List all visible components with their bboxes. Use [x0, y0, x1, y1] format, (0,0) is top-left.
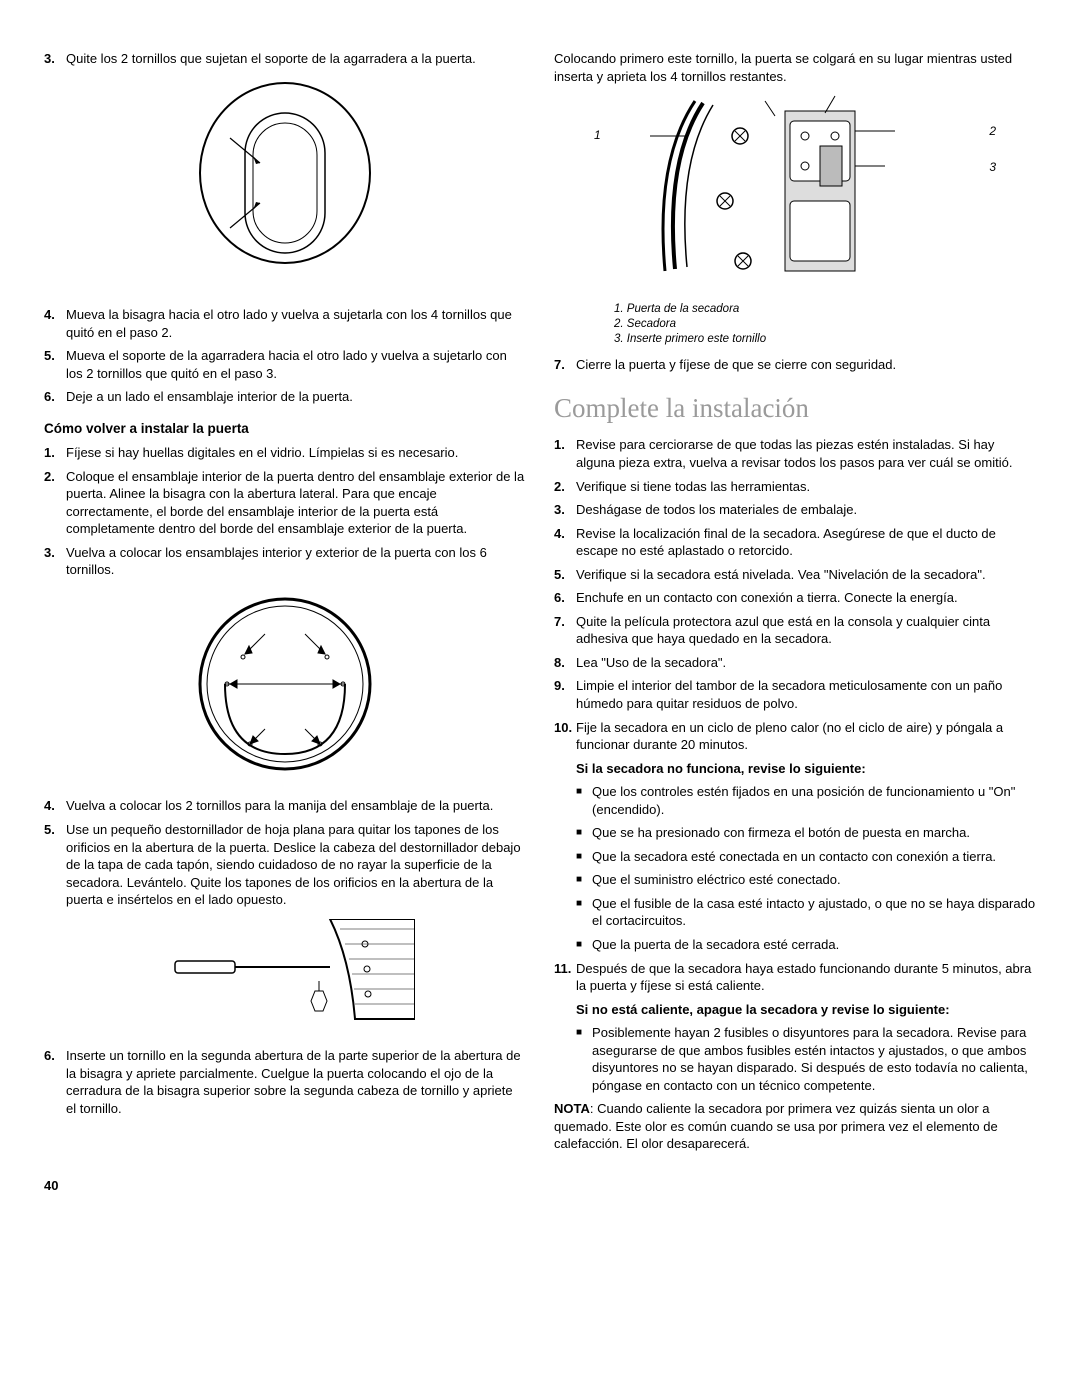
callout-3: 3 [989, 159, 996, 175]
check-heading: Si la secadora no funciona, revise lo si… [576, 760, 1036, 778]
figure-door-inner [44, 78, 526, 293]
list-item: 6.Inserte un tornillo en la segunda aber… [44, 1047, 526, 1117]
list-item: Que la secadora esté conectada en un con… [576, 848, 1036, 866]
list-item: 6.Enchufe en un contacto con conexión a … [554, 589, 1036, 607]
step-list-c: 1.Fíjese si hay huellas digitales en el … [44, 444, 526, 579]
step-7: 7.Cierre la puerta y fíjese de que se ci… [554, 356, 1036, 374]
nota-label: NOTA [554, 1101, 590, 1116]
caption-line: 1. Puerta de la secadora [614, 302, 1036, 317]
list-item: 4.Vuelva a colocar los 2 tornillos para … [44, 797, 526, 815]
left-column: 3. Quite los 2 tornillos que sujetan el … [44, 50, 526, 1153]
list-item: 3.Deshágase de todos los materiales de e… [554, 501, 1036, 519]
list-item: Posiblemente hayan 2 fusibles o disyunto… [576, 1024, 1036, 1094]
intro-text: Colocando primero este tornillo, la puer… [554, 50, 1036, 85]
cold-heading: Si no está caliente, apague la secadora … [576, 1001, 1036, 1019]
cold-check-list: Posiblemente hayan 2 fusibles o disyunto… [576, 1024, 1036, 1094]
figure-screwdriver [44, 919, 526, 1034]
list-item: 4.Mueva la bisagra hacia el otro lado y … [44, 306, 526, 341]
step-list-d: 4.Vuelva a colocar los 2 tornillos para … [44, 797, 526, 908]
list-item: Que el suministro eléctrico esté conecta… [576, 871, 1036, 889]
caption-line: 2. Secadora [614, 317, 1036, 332]
nota-text: : Cuando caliente la secadora por primer… [554, 1101, 998, 1151]
list-item: 11.Después de que la secadora haya estad… [554, 960, 1036, 995]
callout-2: 2 [989, 123, 996, 139]
list-item: Que los controles estén fijados en una p… [576, 783, 1036, 818]
list-item: 1.Fíjese si hay huellas digitales en el … [44, 444, 526, 462]
list-item: 8.Lea "Uso de la secadora". [554, 654, 1036, 672]
step-list-e: 6.Inserte un tornillo en la segunda aber… [44, 1047, 526, 1117]
page-number: 40 [44, 1177, 1036, 1195]
list-item: 3.Vuelva a colocar los ensamblajes inter… [44, 544, 526, 579]
caption-line: 3. Inserte primero este tornillo [614, 332, 1036, 347]
list-item: 7.Cierre la puerta y fíjese de que se ci… [554, 356, 1036, 374]
list-item: 2.Verifique si tiene todas las herramien… [554, 478, 1036, 496]
step-list-b: 4.Mueva la bisagra hacia el otro lado y … [44, 306, 526, 406]
figure-caption: 1. Puerta de la secadora 2. Secadora 3. … [614, 302, 1036, 347]
check-list: Que los controles estén fijados en una p… [576, 783, 1036, 953]
list-item: 6.Deje a un lado el ensamblaje interior … [44, 388, 526, 406]
step-number: 3. [44, 50, 66, 68]
list-item: 10.Fije la secadora en un ciclo de pleno… [554, 719, 1036, 754]
list-item: Que la puerta de la secadora esté cerrad… [576, 936, 1036, 954]
callout-1: 1 [594, 127, 601, 143]
list-item: 9.Limpie el interior del tambor de la se… [554, 677, 1036, 712]
list-item: 5.Mueva el soporte de la agarradera haci… [44, 347, 526, 382]
list-item: 3. Quite los 2 tornillos que sujetan el … [44, 50, 526, 68]
subheading-reinstall: Cómo volver a instalar la puerta [44, 420, 526, 438]
step-list-a: 3. Quite los 2 tornillos que sujetan el … [44, 50, 526, 68]
list-item: 5.Use un pequeño destornillador de hoja … [44, 821, 526, 909]
complete-steps: 1.Revise para cerciorarse de que todas l… [554, 436, 1036, 753]
section-title: Complete la instalación [554, 390, 1036, 426]
page-container: 3. Quite los 2 tornillos que sujetan el … [44, 50, 1036, 1153]
step-text: Quite los 2 tornillos que sujetan el sop… [66, 50, 526, 68]
list-item: 7.Quite la película protectora azul que … [554, 613, 1036, 648]
list-item: 2.Coloque el ensamblaje interior de la p… [44, 468, 526, 538]
right-column: Colocando primero este tornillo, la puer… [554, 50, 1036, 1153]
list-item: 5.Verifique si la secadora está nivelada… [554, 566, 1036, 584]
list-item: Que el fusible de la casa esté intacto y… [576, 895, 1036, 930]
list-item: 4.Revise la localización final de la sec… [554, 525, 1036, 560]
step-11: 11.Después de que la secadora haya estad… [554, 960, 1036, 995]
list-item: Que se ha presionado con firmeza el botó… [576, 824, 1036, 842]
list-item: 1.Revise para cerciorarse de que todas l… [554, 436, 1036, 471]
figure-hinge: 1 2 3 [554, 91, 1036, 296]
nota-paragraph: NOTA: Cuando caliente la secadora por pr… [554, 1100, 1036, 1153]
figure-door-round [44, 589, 526, 784]
